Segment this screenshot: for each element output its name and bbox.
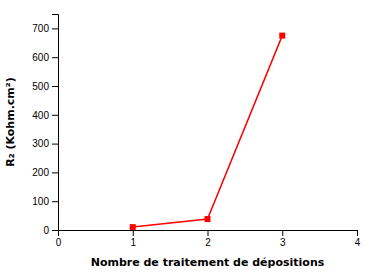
x-tick-mark (208, 230, 209, 236)
x-tick: 3 (280, 230, 286, 248)
x-tick: 1 (130, 230, 136, 248)
x-tick-mark (282, 230, 283, 236)
chart-svg: 0 1 2 3 4 0 100 200 300 400 500 600 700 Nombre de tra… (0, 0, 373, 274)
y-tick: 0 (43, 225, 58, 236)
x-tick-label: 4 (355, 237, 361, 248)
y-axis-title: R₂ (Kohm.cm²) (4, 77, 17, 166)
y-tick-label: 100 (32, 196, 49, 207)
x-tick-mark (133, 230, 134, 236)
y-tick-label: 700 (32, 23, 49, 34)
y-axis: 0 100 200 300 400 500 600 700 (32, 15, 58, 236)
y-axis-line (52, 15, 59, 231)
plot-area: 0 1 2 3 4 0 100 200 300 400 500 600 700 Nombre de tra… (4, 15, 361, 270)
chart-container: 0 1 2 3 4 0 100 200 300 400 500 600 700 Nombre de tra… (0, 0, 373, 274)
y-tick-mark (52, 144, 58, 145)
y-tick-label: 300 (32, 138, 49, 149)
y-tick-mark (52, 172, 58, 173)
x-tick: 2 (205, 230, 211, 248)
y-tick: 600 (32, 52, 58, 63)
x-axis-title: Nombre de traitement de dépositions (91, 256, 325, 269)
data-layer (130, 33, 286, 230)
x-tick-label: 3 (280, 237, 286, 248)
y-tick-mark (52, 201, 58, 202)
y-tick-label: 0 (43, 225, 49, 236)
y-tick-label: 400 (32, 110, 49, 121)
y-tick-label: 600 (32, 52, 49, 63)
y-tick: 300 (32, 138, 58, 149)
y-tick: 500 (32, 81, 58, 92)
y-tick-label: 200 (32, 167, 49, 178)
x-tick-label: 2 (205, 237, 211, 248)
y-tick-mark (52, 230, 58, 231)
data-line (133, 36, 283, 228)
y-tick-label: 500 (32, 81, 49, 92)
y-tick: 100 (32, 196, 58, 207)
x-axis-line (59, 231, 358, 237)
y-tick-mark (52, 57, 58, 58)
y-tick-mark (52, 28, 58, 29)
x-axis: 0 1 2 3 4 (56, 230, 361, 248)
x-tick: 0 (56, 230, 62, 248)
x-tick: 4 (355, 230, 361, 248)
y-tick-mark (52, 86, 58, 87)
data-point (130, 224, 136, 230)
data-point (205, 216, 211, 222)
y-tick: 400 (32, 110, 58, 121)
y-tick: 700 (32, 23, 58, 34)
y-tick-mark (52, 115, 58, 116)
x-tick-label: 0 (56, 237, 62, 248)
y-tick: 200 (32, 167, 58, 178)
x-tick-label: 1 (130, 237, 136, 248)
data-point (279, 33, 285, 39)
x-tick-mark (357, 230, 358, 236)
